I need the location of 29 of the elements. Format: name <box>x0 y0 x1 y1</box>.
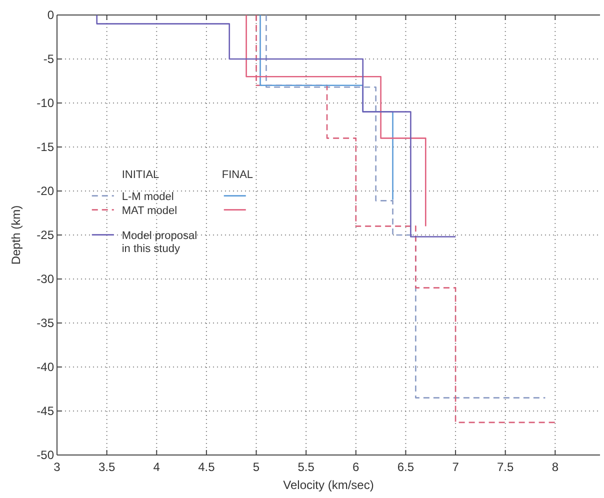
y-tick-label: -10 <box>36 96 54 110</box>
x-tick-label: 6.5 <box>397 460 414 474</box>
x-tick-label: 4.5 <box>198 460 216 474</box>
y-tick-label: -30 <box>36 272 54 286</box>
y-tick-label: 0 <box>47 8 54 22</box>
x-tick-label: 3 <box>54 460 61 474</box>
x-axis-title: Velocity (km/sec) <box>283 478 374 492</box>
x-tick-label: 5.5 <box>298 460 315 474</box>
x-tick-label: 4 <box>153 460 160 474</box>
annotation: INITIAL <box>122 168 160 181</box>
legend-label: L-M model <box>122 190 174 203</box>
y-tick-label: -45 <box>36 404 54 418</box>
y-tick-label: -5 <box>43 52 54 66</box>
y-tick-label: -25 <box>36 228 54 242</box>
y-tick-label: -20 <box>36 184 54 198</box>
legend-label: MAT model <box>122 204 178 217</box>
y-tick-label: -35 <box>36 316 54 330</box>
x-tick-label: 7.5 <box>497 460 514 474</box>
x-tick-label: 5 <box>252 460 260 474</box>
x-tick-label: 8 <box>552 460 559 474</box>
y-tick-label: -40 <box>36 360 54 374</box>
y-axis-title: Depth (km) <box>9 205 23 265</box>
annotation: FINAL <box>222 168 254 181</box>
x-tick-label: 6 <box>352 460 360 474</box>
y-tick-label: -15 <box>36 140 54 154</box>
y-tick-label: -50 <box>36 448 54 462</box>
x-tick-label: 3.5 <box>98 460 116 474</box>
x-tick-label: 7 <box>452 460 460 474</box>
legend-label: Model proposal in this study <box>122 230 198 255</box>
